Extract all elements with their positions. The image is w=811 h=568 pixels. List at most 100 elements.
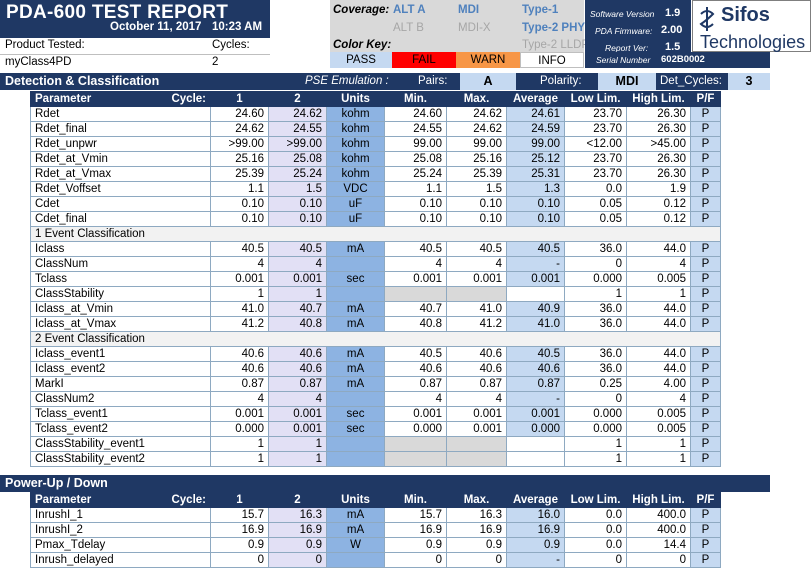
column-header: P/F <box>690 91 721 107</box>
pass-fail-value: P <box>690 241 721 257</box>
cycle-2-value: 0.001 <box>268 406 327 422</box>
cycle-1-value: 25.16 <box>210 151 269 167</box>
cycle-1-value: 0 <box>210 552 269 568</box>
report-title-block: PDA-600 TEST REPORT October 11, 2017 10:… <box>0 0 270 38</box>
pairs-value: A <box>460 73 516 90</box>
column-header: Min. <box>384 91 447 107</box>
average-value: - <box>506 256 565 272</box>
min-value: 0.10 <box>384 211 447 227</box>
table-row: Iclass_at_Vmax 41.2 40.8 mA 40.8 41.2 41.0 36.0… <box>30 316 721 332</box>
high-limit-value: 4.00 <box>626 376 691 392</box>
low-limit-value: 23.70 <box>564 121 627 137</box>
max-value: 25.39 <box>446 166 507 182</box>
max-value: 0.87 <box>446 376 507 392</box>
coverage-type2-lldp: Type-2 LLDP <box>522 39 590 51</box>
min-value: 24.55 <box>384 121 447 137</box>
parameter-name: Iclass_event2 <box>30 361 211 377</box>
units-cell: sec <box>326 421 385 437</box>
min-value: 0.10 <box>384 196 447 212</box>
units-cell: mA <box>326 361 385 377</box>
low-limit-value: 0.05 <box>564 196 627 212</box>
min-value: 40.6 <box>384 361 447 377</box>
pass-fail-value: P <box>690 361 721 377</box>
average-value: 0.001 <box>506 406 565 422</box>
min-value <box>384 286 447 302</box>
high-limit-value: 1 <box>626 451 691 467</box>
average-value: 25.31 <box>506 166 565 182</box>
table-row: Iclass 40.5 40.5 mA 40.5 40.5 40.5 36.0 44.0 P <box>30 241 721 257</box>
average-value: 0.001 <box>506 271 565 287</box>
key-warn: WARN <box>456 52 520 68</box>
high-limit-value: 1 <box>626 286 691 302</box>
max-value: 24.62 <box>446 106 507 122</box>
max-value <box>446 286 507 302</box>
min-value: 24.60 <box>384 106 447 122</box>
report-title: PDA-600 TEST REPORT <box>6 2 229 23</box>
pass-fail-value: P <box>690 256 721 272</box>
high-limit-value: 26.30 <box>626 106 691 122</box>
parameter-name: ClassStability <box>30 286 211 302</box>
polarity-label: Polarity: <box>540 75 582 87</box>
average-value: 16.9 <box>506 522 565 538</box>
units-cell: kohm <box>326 136 385 152</box>
units-cell: VDC <box>326 181 385 197</box>
min-value: 4 <box>384 256 447 272</box>
cycle-2-value: 0.001 <box>268 271 327 287</box>
min-value: 40.7 <box>384 301 447 317</box>
cycles-value: 2 <box>212 56 219 68</box>
key-info: INFO <box>520 52 584 68</box>
units-cell <box>326 286 385 302</box>
parameter-name: Rdet_unpwr <box>30 136 211 152</box>
cycle-1-value: 41.2 <box>210 316 269 332</box>
cycle-2-value: 25.08 <box>268 151 327 167</box>
cycle-1-value: 25.39 <box>210 166 269 182</box>
min-value: 0.87 <box>384 376 447 392</box>
high-limit-value: 0.005 <box>626 421 691 437</box>
pda-firmware-label: PDA Firmware: <box>595 26 653 36</box>
units-cell: mA <box>326 301 385 317</box>
min-value: 99.00 <box>384 136 447 152</box>
table-row: Iclass_event2 40.6 40.6 mA 40.6 40.6 40.6 36.0 4… <box>30 361 721 377</box>
low-limit-value: 0.0 <box>564 537 627 553</box>
high-limit-value: 1 <box>626 436 691 452</box>
low-limit-value: 0.000 <box>564 271 627 287</box>
parameter-name: ClassStability_event1 <box>30 436 211 452</box>
power-section-header: Power-Up / Down <box>0 475 770 492</box>
min-value: 25.24 <box>384 166 447 182</box>
cycle-2-value: 0 <box>268 552 327 568</box>
color-key-label: Color Key: <box>333 39 392 51</box>
logo-mark-icon <box>699 7 715 31</box>
min-value: 25.08 <box>384 151 447 167</box>
high-limit-value: 4 <box>626 391 691 407</box>
max-value: 0.9 <box>446 537 507 553</box>
table-row: ClassStability_event1 1 1 1 1 P <box>30 436 721 452</box>
cycle-1-value: 1 <box>210 436 269 452</box>
pass-fail-value: P <box>690 121 721 137</box>
serial-number-label: Serial Number <box>596 55 651 65</box>
units-cell: uF <box>326 196 385 212</box>
average-value: 16.0 <box>506 507 565 523</box>
table-row: Rdet_final 24.62 24.55 kohm 24.55 24.62 24.59 2… <box>30 121 721 137</box>
min-value: 15.7 <box>384 507 447 523</box>
cycle-1-value: 41.0 <box>210 301 269 317</box>
max-value <box>446 451 507 467</box>
average-value: 0.9 <box>506 537 565 553</box>
pass-fail-value: P <box>690 106 721 122</box>
average-value: 40.5 <box>506 346 565 362</box>
units-cell: mA <box>326 507 385 523</box>
high-limit-value: 4 <box>626 256 691 272</box>
parameter-name: Rdet_at_Vmax <box>30 166 211 182</box>
parameter-name: Iclass_at_Vmax <box>30 316 211 332</box>
min-value: 0.9 <box>384 537 447 553</box>
cycle-2-value: 4 <box>268 256 327 272</box>
low-limit-value: 23.70 <box>564 106 627 122</box>
low-limit-value: 0 <box>564 256 627 272</box>
serial-bar: Serial Number 602B0002 <box>585 52 770 68</box>
pass-fail-value: P <box>690 316 721 332</box>
pass-fail-value: P <box>690 136 721 152</box>
report-ver-value: 1.5 <box>665 41 681 53</box>
pda-firmware-value: 2.00 <box>661 24 683 36</box>
table-row: Tclass 0.001 0.001 sec 0.001 0.001 0.001 0.000 0… <box>30 271 721 287</box>
low-limit-value: <12.00 <box>564 136 627 152</box>
table-row: Iclass_at_Vmin 41.0 40.7 mA 40.7 41.0 40.9 36.0… <box>30 301 721 317</box>
